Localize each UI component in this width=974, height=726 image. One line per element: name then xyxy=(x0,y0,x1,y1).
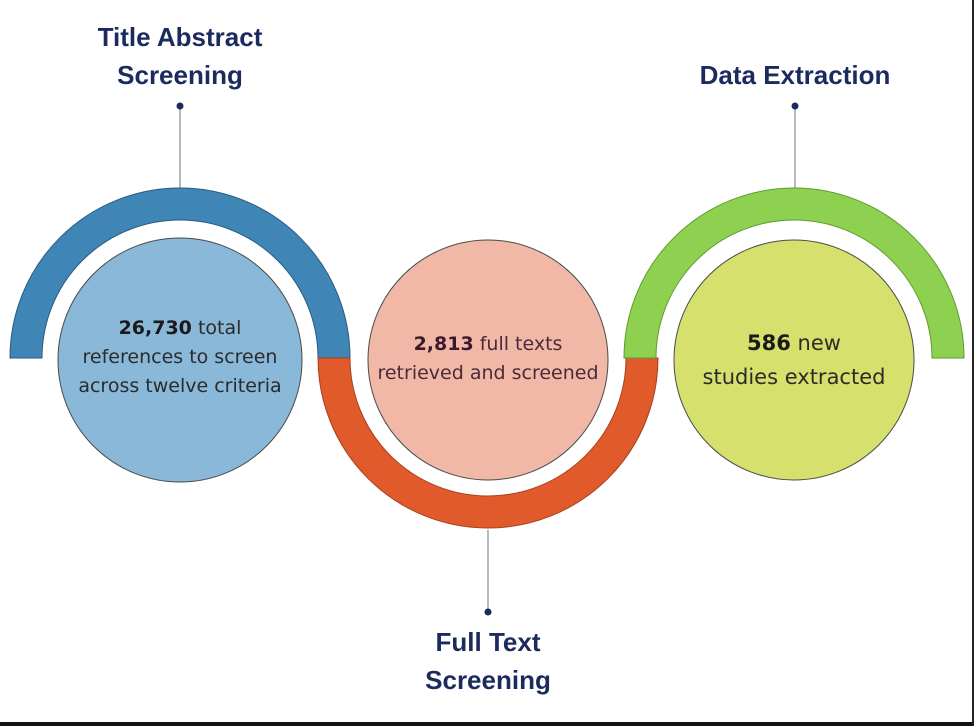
right-border xyxy=(972,0,974,726)
full-text-heading: Full Text Screening xyxy=(368,623,608,699)
title-abstract-stat: 26,730 total references to screen across… xyxy=(60,314,300,401)
title-abstract-connector-dot xyxy=(176,102,184,110)
full-text-heading-line-1: Full Text xyxy=(435,627,541,657)
data-extraction-connector-dot xyxy=(791,102,799,110)
bottom-border xyxy=(0,722,974,726)
title-abstract-desc-3: across twelve criteria xyxy=(78,375,282,397)
full-text-desc-1: full texts xyxy=(473,333,563,355)
full-text-stat-line-1: 2,813 full texts xyxy=(358,330,618,359)
full-text-count: 2,813 xyxy=(413,333,474,355)
full-text-arc xyxy=(317,357,659,529)
full-text-circle xyxy=(367,239,609,481)
title-abstract-circle xyxy=(57,237,303,483)
data-extraction-desc-2: studies extracted xyxy=(702,365,886,389)
data-extraction-arc xyxy=(623,187,965,359)
title-abstract-desc-2: references to screen xyxy=(82,346,278,368)
data-extraction-heading: Data Extraction xyxy=(655,56,935,94)
title-abstract-desc-1: total xyxy=(191,317,242,339)
data-extraction-stat: 586 new studies extracted xyxy=(674,326,914,394)
data-extraction-circle xyxy=(673,239,915,481)
title-abstract-count: 26,730 xyxy=(118,317,192,339)
title-abstract-heading-line-1: Title Abstract xyxy=(97,22,263,52)
title-abstract-heading-line-2: Screening xyxy=(117,60,243,90)
title-abstract-stat-line-1: 26,730 total xyxy=(60,314,300,343)
title-abstract-heading: Title Abstract Screening xyxy=(60,18,300,94)
full-text-desc-2: retrieved and screened xyxy=(377,362,599,384)
full-text-stat: 2,813 full texts retrieved and screened xyxy=(358,330,618,388)
data-extraction-stat-line-1: 586 new xyxy=(674,326,914,360)
data-extraction-desc-1: new xyxy=(790,331,841,355)
data-extraction-heading-line-1: Data Extraction xyxy=(699,60,891,90)
full-text-heading-line-2: Screening xyxy=(425,665,551,695)
full-text-connector-dot xyxy=(484,608,492,616)
title-abstract-arc xyxy=(9,187,351,359)
data-extraction-count: 586 xyxy=(747,331,791,355)
